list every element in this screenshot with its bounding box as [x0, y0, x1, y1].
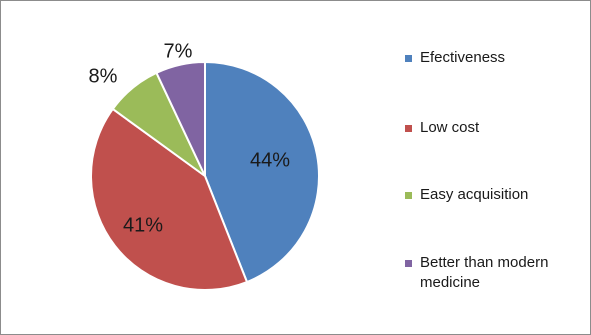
data-label-better-than-modern-medicine: 7%	[164, 40, 193, 62]
chart-legend: Efectiveness Low cost Easy acquisition B…	[405, 48, 585, 318]
data-label-efectiveness: 44%	[250, 149, 290, 171]
pie-slice-efectiveness	[204, 60, 320, 284]
data-label-low-cost: 41%	[123, 214, 163, 236]
pie-slices	[90, 60, 320, 291]
legend-item-easy-acquisition: Easy acquisition	[405, 185, 528, 205]
legend-label-low-cost: Low cost	[420, 119, 480, 136]
legend-swatch-easy-acquisition	[405, 192, 412, 199]
pie-data-labels: 44% 41% 8% 7%	[89, 40, 291, 236]
legend-item-low-cost: Low cost	[405, 118, 479, 138]
legend-swatch-better-than-modern-medicine	[405, 260, 412, 267]
pie-slice-low-cost	[90, 107, 249, 291]
legend-swatch-low-cost	[405, 125, 412, 132]
legend-label-better-than-modern-medicine: Better than modern medicine	[420, 254, 549, 291]
legend-item-efectiveness: Efectiveness	[405, 48, 505, 68]
legend-swatch-efectiveness	[405, 55, 412, 62]
legend-item-better-than-modern-medicine: Better than modern medicine	[405, 253, 570, 293]
legend-label-efectiveness: Efectiveness	[420, 49, 506, 66]
data-label-easy-acquisition: 8%	[89, 65, 118, 87]
legend-label-easy-acquisition: Easy acquisition	[420, 186, 529, 203]
pie-slice-better-than-modern-medicine	[155, 60, 206, 177]
